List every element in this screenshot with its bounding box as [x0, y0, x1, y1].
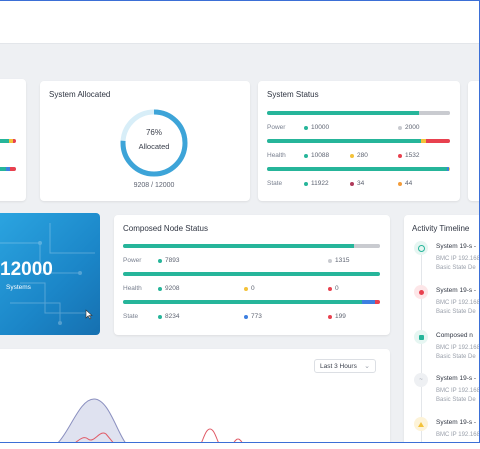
composed-health-ok-count: 9208 — [165, 285, 180, 292]
banner-label: Systems — [6, 284, 31, 291]
timeline-item-line1: BMC IP 192.168 — [436, 388, 480, 394]
time-range-value: Last 3 Hours — [320, 362, 357, 370]
timeline-item-icon — [414, 330, 428, 344]
systems-banner[interactable]: 12000 Systems — [0, 213, 100, 335]
system-power-off-count: 2000 — [405, 124, 420, 131]
timeline-item-line1: BMC IP 192.168 — [436, 345, 480, 351]
timeline-item[interactable]: Composed n BMC IP 192.168 Basic State De — [412, 330, 480, 374]
timeline-item-title: System 19-s - — [436, 243, 477, 250]
system-health-critical: 1532 — [398, 152, 419, 159]
composed-state-label: State — [123, 313, 139, 320]
allocated-percent: 76% — [145, 128, 162, 137]
system-health-bar — [267, 139, 450, 143]
system-state-label: State — [267, 180, 283, 187]
composed-health-label: Health — [123, 285, 142, 292]
allocated-label: Allocated — [138, 142, 170, 151]
system-status-title: System Status — [267, 90, 319, 99]
composed-power-ok: 7893 — [158, 257, 179, 264]
timeline-item-title: Composed n — [436, 332, 473, 339]
composed-health-bar — [123, 272, 380, 276]
composed-health-warning-count: 0 — [251, 285, 255, 292]
system-status-card: System Status Power 10000 2000 Health 10… — [258, 81, 460, 201]
system-state-tertiary-count: 44 — [405, 180, 413, 187]
system-health-ok-count: 10088 — [311, 152, 330, 159]
system-health-ok: 10088 — [304, 152, 329, 159]
system-health-label: Health — [267, 152, 286, 159]
system-power-bar — [267, 111, 450, 115]
timeline-item-line2: Basic State De — [436, 354, 476, 360]
left-partial-bar-1 — [0, 139, 16, 143]
composed-power-bar — [123, 244, 380, 248]
system-state-ok-count: 11922 — [311, 180, 329, 187]
composed-health-critical: 0 — [328, 285, 339, 292]
composed-health-ok: 9208 — [158, 285, 179, 292]
timeline-item-line1: BMC IP 192.168 — [436, 432, 480, 438]
system-state-tertiary: 44 — [398, 180, 412, 187]
activity-area-chart — [57, 398, 243, 442]
timeline-item-line2: Basic State De — [436, 265, 476, 271]
system-state-secondary-count: 34 — [357, 180, 365, 187]
system-state-secondary: 34 — [350, 180, 364, 187]
time-range-select[interactable]: Last 3 Hours ⌄ — [314, 359, 376, 373]
composed-state-critical-count: 199 — [335, 313, 346, 320]
composed-state-secondary-count: 773 — [251, 313, 262, 320]
timeline-item-title: System 19-s - — [436, 419, 477, 426]
system-health-warning-count: 280 — [357, 152, 368, 159]
system-state-bar — [267, 167, 450, 171]
composed-power-off-count: 1315 — [335, 257, 350, 264]
left-partial-card — [0, 79, 26, 201]
system-allocated-card: System Allocated 76% Allocated 9208 / 12… — [40, 81, 250, 201]
left-partial-bar-2 — [0, 167, 16, 171]
timeline-item-icon — [414, 241, 428, 255]
composed-state-ok: 8234 — [158, 313, 179, 320]
composed-health-critical-count: 0 — [335, 285, 339, 292]
composed-health-warning: 0 — [244, 285, 255, 292]
banner-circuit-pattern — [0, 223, 95, 325]
composed-state-critical: 199 — [328, 313, 346, 320]
timeline-item[interactable]: System 19-s - BMC IP 192.168 Basic State… — [412, 285, 480, 329]
timeline-item-icon — [414, 285, 428, 299]
allocated-donut — [120, 109, 188, 177]
system-health-warning: 280 — [350, 152, 368, 159]
composed-power-label: Power — [123, 257, 142, 264]
timeline-item-line2: Basic State De — [436, 397, 476, 403]
timeline-item-line1: BMC IP 192.168 — [436, 300, 480, 306]
top-header-bar — [0, 1, 479, 44]
composed-node-status-card: Composed Node Status Power 7893 1315 Hea… — [114, 215, 390, 335]
system-power-label: Power — [267, 124, 286, 131]
timeline-item-title: System 19-s - — [436, 375, 477, 382]
activity-timeline-card: Activity Timeline System 19-s - BMC IP 1… — [404, 215, 480, 442]
timeline-item[interactable]: System 19-s - BMC IP 192.168 — [412, 417, 480, 442]
system-health-critical-count: 1532 — [405, 152, 420, 159]
timeline-item-title: System 19-s - — [436, 287, 477, 294]
composed-power-ok-count: 7893 — [165, 257, 180, 264]
timeline-item-line1: BMC IP 192.168 — [436, 256, 480, 262]
activity-timeline-title: Activity Timeline — [412, 224, 470, 233]
activity-chart-card: Last 3 Hours ⌄ — [0, 349, 390, 442]
system-power-off: 2000 — [398, 124, 419, 131]
composed-node-status-title: Composed Node Status — [123, 224, 208, 233]
system-allocated-title: System Allocated — [49, 90, 111, 99]
timeline-item-line2: Basic State De — [436, 309, 476, 315]
timeline-item[interactable]: System 19-s - BMC IP 192.168 Basic State… — [412, 241, 480, 285]
composed-state-ok-count: 8234 — [165, 313, 180, 320]
timeline-item[interactable]: ~ System 19-s - BMC IP 192.168 Basic Sta… — [412, 373, 480, 417]
right-partial-card — [468, 81, 479, 201]
chevron-down-icon: ⌄ — [364, 363, 370, 370]
composed-state-secondary: 773 — [244, 313, 262, 320]
timeline-item-icon — [414, 417, 428, 431]
mouse-pointer-icon — [85, 309, 93, 320]
timeline-item-icon: ~ — [414, 373, 428, 387]
banner-count: 12000 — [0, 259, 53, 280]
composed-state-bar — [123, 300, 380, 304]
system-state-ok: 11922 — [304, 180, 329, 187]
system-power-ok: 10000 — [304, 124, 329, 131]
composed-power-off: 1315 — [328, 257, 349, 264]
system-power-ok-count: 10000 — [311, 124, 330, 131]
allocated-ratio: 9208 / 12000 — [133, 182, 175, 189]
